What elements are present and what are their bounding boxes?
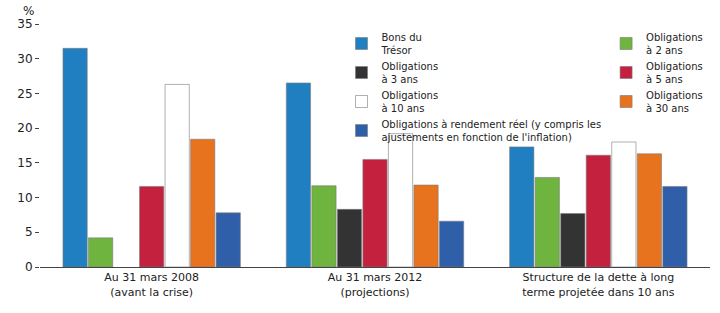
svg-text:10: 10 [17, 191, 32, 205]
svg-text:Obligationsà 30 ans: Obligationsà 30 ans [646, 90, 703, 114]
svg-text:Obligationsà 10 ans: Obligationsà 10 ans [382, 90, 439, 114]
svg-text:Obligationsà 5 ans: Obligationsà 5 ans [646, 61, 703, 85]
svg-text:Au 31 mars 2008(avant la crise: Au 31 mars 2008(avant la crise) [104, 271, 199, 298]
svg-text:15: 15 [17, 156, 32, 170]
svg-text:Au 31 mars 2012(projections): Au 31 mars 2012(projections) [328, 271, 423, 298]
svg-text:Structure de la dette à longte: Structure de la dette à longterme projet… [522, 271, 675, 298]
svg-text:0: 0 [25, 260, 33, 274]
svg-text:20: 20 [17, 121, 32, 135]
svg-text:5: 5 [25, 225, 33, 239]
svg-text:Obligationsà 2 ans: Obligationsà 2 ans [646, 32, 703, 56]
svg-text:30: 30 [17, 52, 32, 66]
svg-text:%: % [23, 4, 34, 18]
svg-text:Obligationsà 3 ans: Obligationsà 3 ans [382, 61, 439, 85]
svg-text:Bons duTrésor: Bons duTrésor [381, 32, 422, 56]
svg-text:Obligations à rendement réel (: Obligations à rendement réel (y compris … [382, 119, 602, 143]
svg-text:25: 25 [17, 87, 32, 101]
svg-text:35: 35 [17, 17, 32, 31]
